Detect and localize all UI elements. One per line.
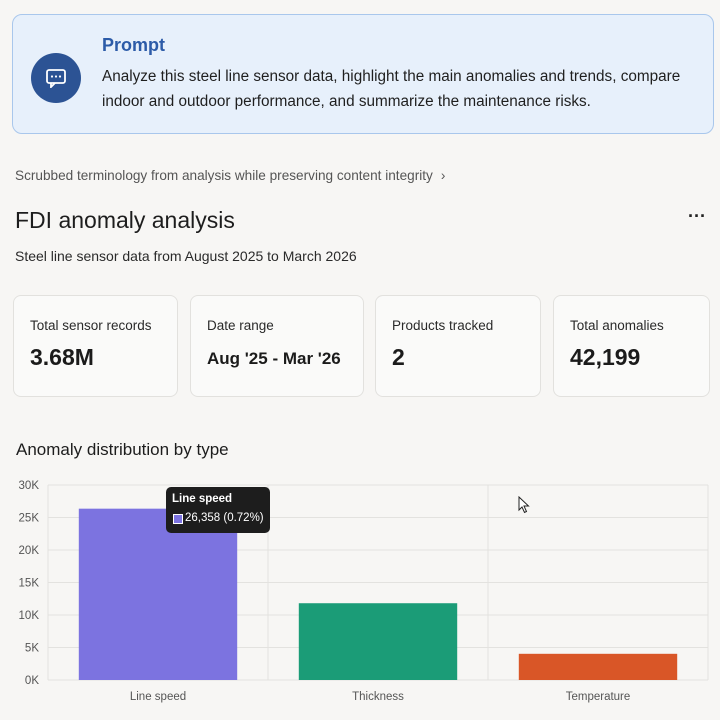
tooltip-value: 26,358 (0.72%) xyxy=(185,512,264,524)
chat-icon xyxy=(31,53,81,103)
stat-card-total-anomalies: Total anomalies 42,199 xyxy=(553,295,710,397)
bar-thickness xyxy=(298,603,458,680)
stat-label: Products tracked xyxy=(392,318,494,333)
y-tick-label: 15K xyxy=(19,578,40,590)
x-tick-label: Temperature xyxy=(566,691,631,703)
x-tick-label: Thickness xyxy=(352,691,404,703)
y-tick-label: 30K xyxy=(19,480,40,492)
stat-value: Aug '25 - Mar '26 xyxy=(207,349,341,368)
more-options-button[interactable]: ··· xyxy=(688,206,706,226)
prompt-card: Prompt Analyze this steel line sensor da… xyxy=(12,14,714,134)
stat-card-products-tracked: Products tracked 2 xyxy=(375,295,541,397)
mouse-cursor-icon xyxy=(518,495,530,519)
page-title: FDI anomaly analysis xyxy=(15,207,235,233)
stat-label: Date range xyxy=(207,318,274,333)
y-tick-label: 5K xyxy=(25,643,39,655)
prompt-text: Analyze this steel line sensor data, hig… xyxy=(102,68,681,110)
anomaly-bar-chart: 0K 5K 10K 15K 20K 25K 30K Line speed Thickness Te… xyxy=(19,480,709,703)
scrub-note-text: Scrubbed terminology from analysis while… xyxy=(15,168,433,183)
chevron-right-icon: › xyxy=(440,168,446,183)
chart-title: Anomaly distribution by type xyxy=(16,440,229,459)
tooltip-swatch xyxy=(173,514,183,524)
bar-line-speed xyxy=(78,508,238,680)
stat-card-total-records: Total sensor records 3.68M xyxy=(13,295,178,397)
x-tick-label: Line speed xyxy=(130,691,186,703)
prompt-title: Prompt xyxy=(102,35,165,55)
scrub-note-link[interactable]: Scrubbed terminology from analysis while… xyxy=(15,168,445,183)
y-tick-label: 25K xyxy=(19,513,40,525)
chart-tooltip: Line speed 26,358 (0.72%) xyxy=(166,487,270,533)
stat-label: Total anomalies xyxy=(570,318,664,333)
stat-value: 2 xyxy=(392,344,405,370)
y-tick-label: 0K xyxy=(25,675,39,687)
y-tick-label: 10K xyxy=(19,610,40,622)
tooltip-title: Line speed xyxy=(172,493,233,505)
stat-value: 42,199 xyxy=(570,344,641,370)
bar-temperature xyxy=(518,653,678,680)
stat-value: 3.68M xyxy=(30,344,94,370)
stat-card-date-range: Date range Aug '25 - Mar '26 xyxy=(190,295,364,397)
page-subtitle: Steel line sensor data from August 2025 … xyxy=(15,248,357,264)
stat-label: Total sensor records xyxy=(30,318,152,333)
y-tick-label: 20K xyxy=(19,545,40,557)
